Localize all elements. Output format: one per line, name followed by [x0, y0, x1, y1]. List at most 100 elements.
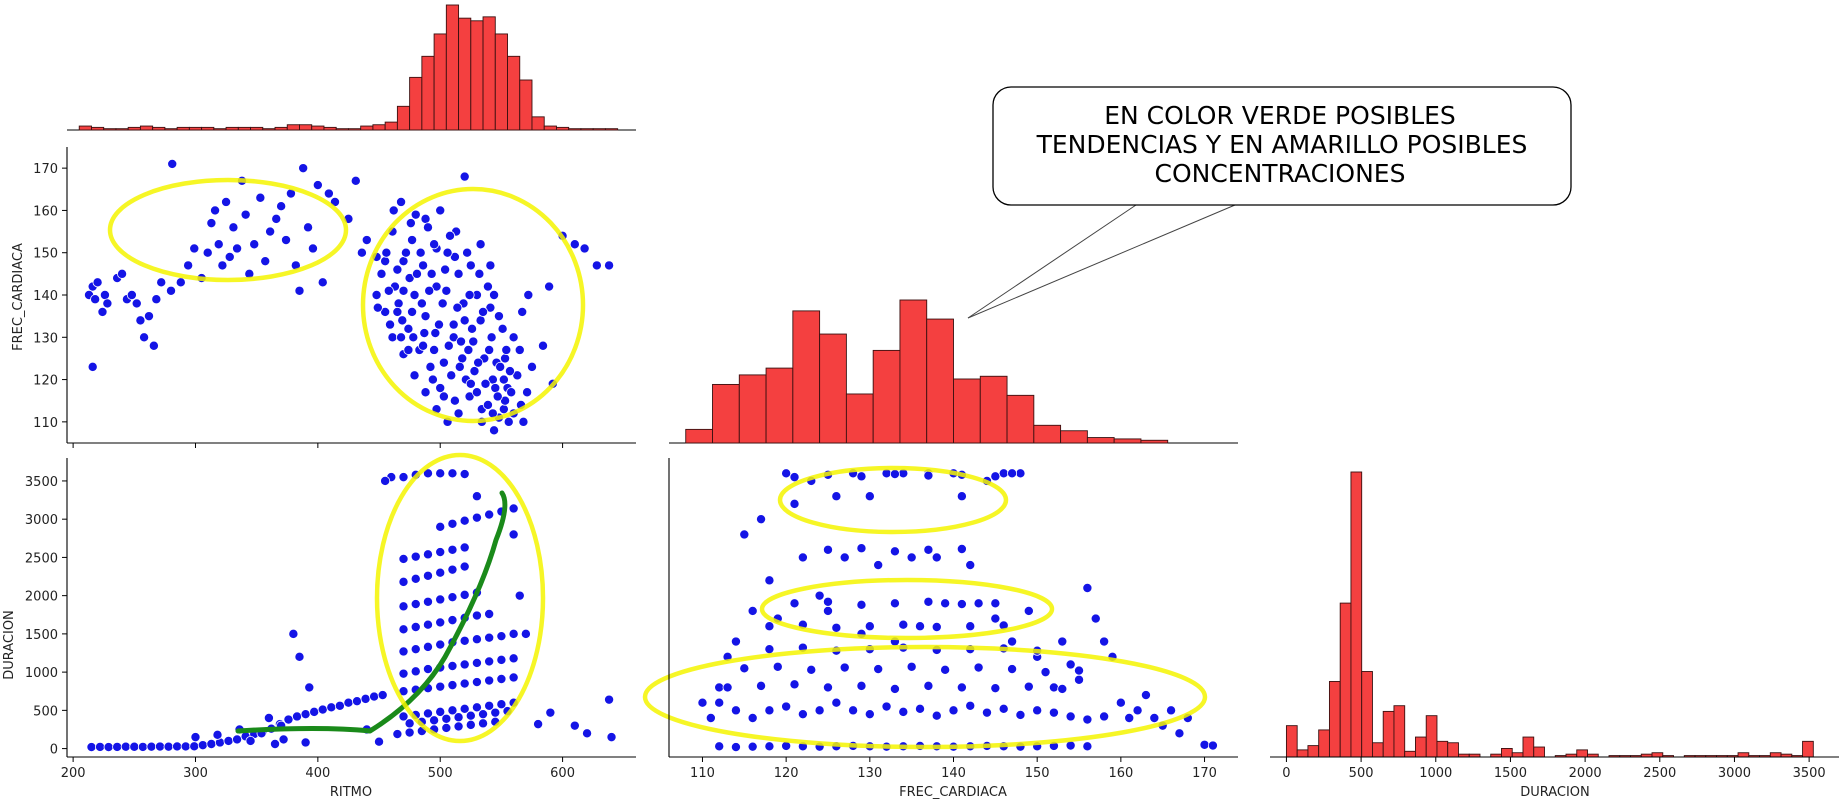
data-point	[131, 298, 142, 309]
data-point	[789, 679, 800, 690]
data-point	[398, 601, 409, 612]
xlabel-duracion: DURACION	[1520, 785, 1590, 800]
data-point	[403, 323, 414, 334]
data-point	[129, 741, 140, 752]
data-point	[398, 668, 409, 679]
hist-bar	[1737, 752, 1750, 758]
data-point	[482, 399, 493, 410]
data-point	[1099, 711, 1110, 722]
data-point	[856, 599, 867, 610]
data-point	[508, 653, 519, 664]
ritmo-tick-label: 2500	[25, 551, 58, 566]
data-point	[714, 741, 725, 752]
data-point	[139, 332, 150, 343]
data-point	[459, 171, 470, 182]
data-point	[923, 596, 934, 607]
data-point	[255, 192, 266, 203]
data-point	[484, 700, 495, 711]
data-point	[453, 268, 464, 279]
hist-bar	[458, 17, 472, 131]
hist-bar	[1576, 749, 1588, 758]
data-point	[508, 529, 519, 540]
hist-bar	[1382, 710, 1395, 758]
data-point	[443, 340, 454, 351]
data-point	[1115, 697, 1126, 708]
data-point	[873, 560, 884, 571]
data-point	[265, 226, 276, 237]
data-point	[500, 353, 511, 364]
data-point	[459, 561, 470, 572]
data-point	[478, 718, 489, 729]
callout-line-3: CONCENTRACIONES	[1155, 159, 1406, 188]
duracion-tick-label: 3500	[1793, 766, 1826, 781]
data-point	[923, 470, 934, 481]
data-point	[480, 378, 491, 389]
data-point	[839, 662, 850, 673]
data-point	[438, 357, 449, 368]
data-point	[398, 472, 409, 483]
data-point	[86, 742, 97, 753]
data-point	[398, 624, 409, 635]
hist-bar	[335, 128, 349, 131]
scatter-frec-duracion-panel: FREC_CARDIACA 110 120 130 140 150 160 170	[642, 458, 1238, 800]
data-point	[420, 213, 431, 224]
xlabel-ritmo: RITMO	[330, 785, 372, 800]
data-point	[864, 621, 875, 632]
concentration-ring	[759, 577, 1055, 641]
data-point	[447, 564, 458, 575]
xlabel-frec-cardiaca: FREC_CARDIACA	[899, 785, 1007, 800]
data-point	[990, 613, 1001, 624]
data-point	[915, 621, 926, 632]
data-point	[448, 332, 459, 343]
data-point	[1057, 683, 1068, 694]
hist-bar	[507, 55, 521, 131]
data-point	[990, 471, 1001, 482]
data-point	[789, 598, 800, 609]
data-point	[484, 609, 495, 620]
hist-bar	[139, 125, 154, 131]
hist-duracion-bars	[1285, 471, 1814, 758]
data-point	[856, 543, 867, 554]
concentration-ring	[777, 465, 1009, 535]
data-point	[496, 699, 507, 710]
hist-bar	[1339, 602, 1352, 758]
data-point	[197, 740, 208, 751]
data-point	[151, 294, 162, 305]
data-point	[485, 260, 496, 271]
data-point	[714, 682, 725, 693]
hist-bar	[604, 128, 619, 131]
data-point	[102, 298, 113, 309]
data-point	[1048, 682, 1059, 693]
data-point	[496, 654, 507, 665]
data-point	[126, 289, 137, 300]
data-point	[591, 260, 602, 271]
hist-bar	[531, 116, 545, 131]
data-point	[931, 710, 942, 721]
data-point	[923, 680, 934, 691]
concentration-ring	[360, 186, 586, 424]
ritmo-tick-label: 3000	[25, 513, 58, 528]
hist-bar	[1296, 749, 1309, 758]
data-point	[403, 344, 414, 355]
data-point	[459, 659, 470, 670]
data-point	[427, 374, 438, 385]
data-point	[471, 702, 482, 713]
data-point	[990, 683, 1001, 694]
hist-bar	[1060, 430, 1088, 444]
frec-tick-label: 160	[33, 204, 58, 219]
data-point	[189, 741, 200, 752]
callout-pointer	[967, 204, 1137, 319]
data-point	[453, 721, 464, 732]
data-point	[747, 605, 758, 616]
data-point	[404, 718, 415, 729]
data-point	[475, 315, 486, 326]
data-point	[371, 289, 382, 300]
hist-bar	[1425, 715, 1438, 758]
ylabel-frec-cardiaca: FREC_CARDIACA	[11, 243, 26, 351]
data-point	[445, 230, 456, 241]
annotation-callout: EN COLOR VERDE POSIBLES TENDENCIAS Y EN …	[967, 86, 1572, 319]
data-point	[281, 235, 292, 246]
data-point	[419, 328, 430, 339]
data-point	[260, 256, 271, 267]
data-point	[464, 289, 475, 300]
